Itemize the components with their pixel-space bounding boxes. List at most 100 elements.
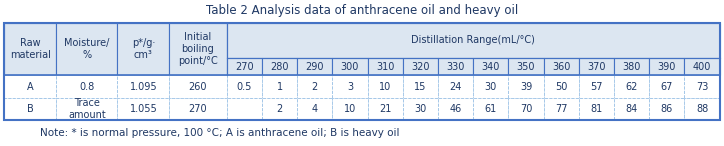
Text: 340: 340 [481, 62, 500, 72]
Bar [403, 98, 438, 120]
Text: 320: 320 [411, 62, 429, 72]
Text: 81: 81 [590, 104, 602, 114]
Text: 270: 270 [189, 104, 207, 114]
Bar [297, 58, 332, 75]
Bar [4, 98, 56, 120]
Bar [227, 23, 720, 58]
Bar [684, 98, 720, 120]
Text: 88: 88 [696, 104, 708, 114]
Text: 2: 2 [277, 104, 282, 114]
Text: Trace
amount: Trace amount [68, 98, 106, 120]
Text: 21: 21 [379, 104, 392, 114]
Text: 2: 2 [311, 82, 318, 92]
Bar [56, 23, 117, 75]
Text: 300: 300 [341, 62, 359, 72]
Text: 0.5: 0.5 [237, 82, 252, 92]
Bar [473, 58, 508, 75]
Text: p*/g·
cm³: p*/g· cm³ [132, 38, 155, 60]
Bar [262, 75, 297, 98]
Bar [368, 58, 403, 75]
Text: Moisture/
%: Moisture/ % [64, 38, 109, 60]
Bar [544, 75, 578, 98]
Text: 86: 86 [661, 104, 673, 114]
Text: 77: 77 [555, 104, 568, 114]
Text: 3: 3 [347, 82, 353, 92]
Text: 310: 310 [376, 62, 395, 72]
Bar [438, 75, 473, 98]
Bar [368, 75, 403, 98]
Text: 30: 30 [484, 82, 497, 92]
Bar [262, 98, 297, 120]
Text: 39: 39 [520, 82, 532, 92]
Bar [227, 75, 262, 98]
Text: 290: 290 [306, 62, 324, 72]
Text: 270: 270 [235, 62, 253, 72]
Text: 84: 84 [626, 104, 638, 114]
Bar [368, 98, 403, 120]
Text: Raw
material: Raw material [10, 38, 51, 60]
Bar [332, 98, 368, 120]
Bar [4, 23, 56, 75]
Bar [544, 98, 578, 120]
Text: 62: 62 [626, 82, 638, 92]
Bar [169, 23, 227, 75]
Bar [438, 58, 473, 75]
Bar [614, 75, 649, 98]
Bar [332, 75, 368, 98]
Text: 10: 10 [379, 82, 391, 92]
Bar [297, 75, 332, 98]
Text: 0.8: 0.8 [79, 82, 94, 92]
Bar [544, 58, 578, 75]
Text: 61: 61 [484, 104, 497, 114]
Text: 70: 70 [520, 104, 532, 114]
Text: 360: 360 [552, 62, 571, 72]
Bar [4, 23, 720, 120]
Bar [403, 75, 438, 98]
Bar [473, 98, 508, 120]
Text: 1.055: 1.055 [130, 104, 157, 114]
Text: 400: 400 [693, 62, 711, 72]
Bar [117, 23, 169, 75]
Bar [614, 98, 649, 120]
Bar [438, 98, 473, 120]
Bar [684, 75, 720, 98]
Bar [578, 58, 614, 75]
Text: 67: 67 [661, 82, 673, 92]
Bar [614, 58, 649, 75]
Text: 380: 380 [623, 62, 641, 72]
Text: 30: 30 [414, 104, 426, 114]
Bar [649, 58, 684, 75]
Text: 330: 330 [447, 62, 465, 72]
Text: 350: 350 [517, 62, 535, 72]
Text: 280: 280 [270, 62, 289, 72]
Text: 390: 390 [657, 62, 676, 72]
Bar [117, 98, 169, 120]
Bar [649, 75, 684, 98]
Text: 4: 4 [312, 104, 318, 114]
Bar [332, 58, 368, 75]
Bar [169, 98, 227, 120]
Bar [473, 75, 508, 98]
Text: 57: 57 [590, 82, 602, 92]
Bar [227, 98, 262, 120]
Text: 24: 24 [450, 82, 462, 92]
Text: Initial
boiling
point/°C: Initial boiling point/°C [178, 32, 218, 66]
Bar [684, 58, 720, 75]
Text: A: A [27, 82, 33, 92]
Bar [169, 75, 227, 98]
Bar [508, 58, 544, 75]
Bar [649, 98, 684, 120]
Text: 15: 15 [414, 82, 426, 92]
Bar [403, 58, 438, 75]
Text: 1.095: 1.095 [130, 82, 157, 92]
Bar [117, 75, 169, 98]
Text: 260: 260 [189, 82, 207, 92]
Text: Note: * is normal pressure, 100 °C; A is anthracene oil; B is heavy oil: Note: * is normal pressure, 100 °C; A is… [40, 128, 400, 138]
Bar [227, 58, 262, 75]
Bar [262, 58, 297, 75]
Text: 73: 73 [696, 82, 708, 92]
Bar [56, 98, 117, 120]
Bar [4, 75, 56, 98]
Bar [297, 98, 332, 120]
Text: 46: 46 [450, 104, 462, 114]
